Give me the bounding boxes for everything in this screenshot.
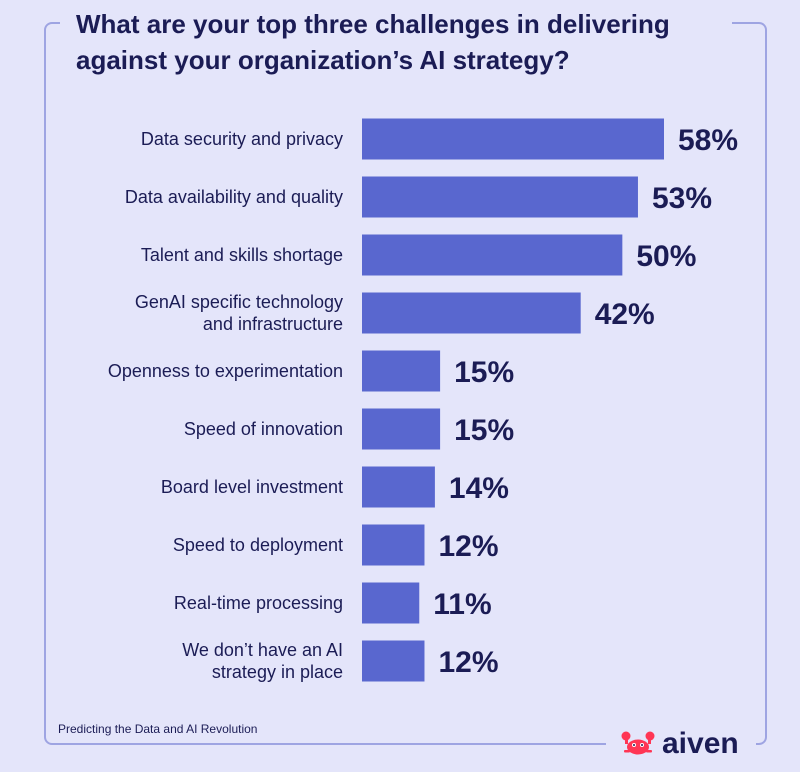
value-label-1: 58% (678, 124, 738, 157)
bar-7 (362, 466, 435, 508)
bar-1 (362, 118, 664, 160)
crab-icon (620, 730, 656, 758)
bar-2 (362, 176, 638, 218)
value-label-9: 11% (433, 588, 491, 621)
category-label-6: Speed of innovation (184, 419, 343, 439)
value-label-6: 15% (454, 414, 514, 447)
bar-9 (362, 582, 420, 624)
category-label-5: Openness to experimentation (108, 361, 343, 381)
category-label-4-line-2: and infrastructure (203, 314, 343, 334)
value-label-5: 15% (454, 356, 514, 389)
source-caption: Predicting the Data and AI Revolution (58, 722, 258, 736)
value-label-10: 12% (438, 646, 498, 679)
bar-6 (362, 408, 441, 450)
bar-4 (362, 292, 581, 334)
category-label-10-line-1: We don’t have an AI (182, 640, 343, 660)
category-label-7: Board level investment (161, 477, 343, 497)
brand-name: aiven (662, 727, 739, 760)
category-label-10-line-2: strategy in place (212, 662, 343, 682)
category-label-1: Data security and privacy (141, 129, 343, 149)
value-label-2: 53% (652, 182, 712, 215)
category-label-9: Real-time processing (174, 593, 343, 613)
chart-title: What are your top three challenges in de… (76, 9, 670, 75)
bar-8 (362, 524, 425, 566)
brand-logo: aiven (620, 726, 739, 762)
category-label-4-line-1: GenAI specific technology (135, 292, 343, 312)
category-label-8: Speed to deployment (173, 535, 343, 555)
category-label-2: Data availability and quality (125, 187, 343, 207)
value-label-4: 42% (595, 298, 655, 331)
bar-10 (362, 640, 425, 682)
bar-5 (362, 350, 441, 392)
category-label-3: Talent and skills shortage (141, 245, 343, 265)
value-label-7: 14% (449, 472, 509, 505)
bar-3 (362, 234, 623, 276)
value-label-3: 50% (636, 240, 696, 273)
title-backdrop (60, 0, 732, 76)
value-label-8: 12% (438, 530, 498, 563)
